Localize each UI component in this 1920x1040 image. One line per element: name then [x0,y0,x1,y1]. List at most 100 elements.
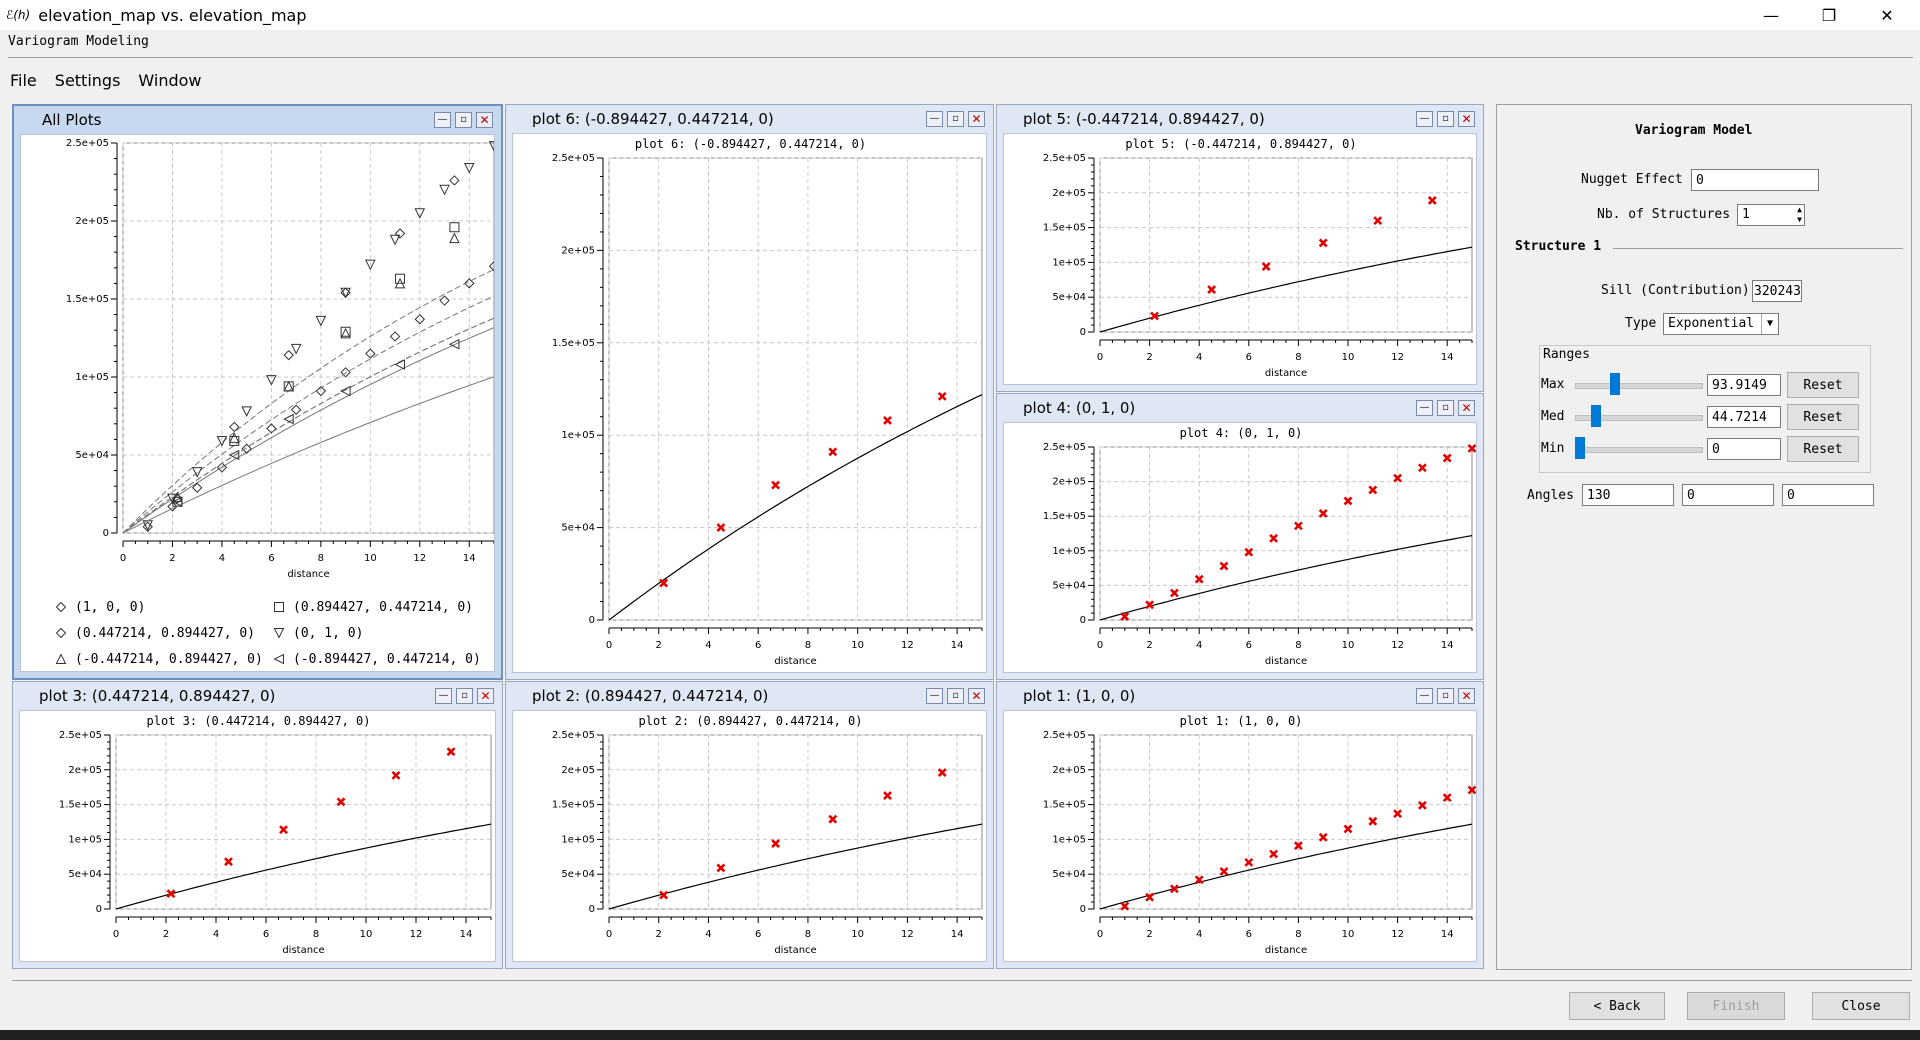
x-tick-label: 14 [951,929,964,940]
series-marker [266,423,277,434]
x-tick-label: 10 [851,929,864,940]
close-button[interactable]: Close [1812,992,1910,1020]
all-plots-window[interactable]: All Plots — ▫ ✕ 0 5e+04 1e+05 1.5e+05 2e+05 2… [12,104,503,680]
med-slider-track[interactable] [1575,415,1703,421]
subwindow-titlebar[interactable]: All Plots — ▫ ✕ [14,106,501,134]
min-slider-thumb[interactable] [1575,437,1585,459]
plot3-window[interactable]: plot 3: (0.447214, 0.894427, 0) — ▫ ✕ pl… [12,681,503,969]
finish-button[interactable]: Finish [1687,992,1785,1020]
y-tick-label: 1.5e+05 [1043,223,1086,234]
x-tick-label: 2 [656,929,662,940]
med-input[interactable] [1707,406,1781,428]
plot2-window[interactable]: plot 2: (0.894427, 0.447214, 0) — ▫ ✕ pl… [505,681,994,969]
restore-button[interactable]: ❐ [1800,0,1858,30]
max-slider-thumb[interactable] [1609,373,1620,395]
y-tick-label: 1e+05 [1052,834,1086,845]
x-tick-label: 10 [1342,352,1355,363]
close-icon[interactable]: ✕ [1458,400,1475,416]
angle1-input[interactable] [1582,484,1674,506]
series-marker [488,261,494,272]
minimize-icon[interactable]: — [1416,400,1433,416]
reset-min-button[interactable]: Reset [1787,436,1859,462]
structure-heading: Structure 1 [1515,239,1602,254]
subwindow-title: plot 2: (0.894427, 0.447214, 0) [532,687,769,705]
subwindow-title: plot 4: (0, 1, 0) [1023,399,1136,417]
minimize-icon[interactable]: — [926,688,943,704]
maximize-icon[interactable]: ▫ [1437,111,1454,127]
plot-inner-title: plot 6: (-0.894427, 0.447214, 0) [635,137,866,151]
max-slider-track[interactable] [1575,383,1703,389]
plot1-window[interactable]: plot 1: (1, 0, 0) — ▫ ✕ plot 1: (1, 0, 0… [996,681,1484,969]
series-model-curve [122,327,494,534]
x-tick-label: 14 [1441,640,1454,651]
plot5-window[interactable]: plot 5: (-0.447214, 0.894427, 0) — ▫ ✕ p… [996,104,1484,392]
menu-file[interactable]: File [10,71,37,90]
maximize-icon[interactable]: ▫ [456,688,473,704]
y-tick-label: 0 [96,904,102,915]
reset-med-button[interactable]: Reset [1787,404,1859,430]
menu-window[interactable]: Window [138,71,202,90]
close-icon[interactable]: ✕ [477,688,494,704]
maximize-icon[interactable]: ▫ [947,111,964,127]
type-select[interactable]: Exponential ▼ [1663,313,1779,335]
data-point [716,863,726,873]
close-icon[interactable]: ✕ [1458,111,1475,127]
data-point [1343,824,1353,834]
reset-max-button[interactable]: Reset [1787,372,1859,398]
minimize-icon[interactable]: — [1416,111,1433,127]
nugget-effect-input[interactable] [1691,169,1819,191]
min-input[interactable] [1707,438,1781,460]
subwindow-titlebar[interactable]: plot 5: (-0.447214, 0.894427, 0) — ▫ ✕ [997,105,1483,133]
x-tick-label: 8 [313,929,319,940]
close-icon[interactable]: ✕ [968,111,985,127]
minimize-icon[interactable]: — [434,112,451,128]
min-slider-track[interactable] [1575,447,1703,453]
maximize-icon[interactable]: ▫ [947,688,964,704]
maximize-icon[interactable]: ▫ [1437,400,1454,416]
minimize-icon[interactable]: — [435,688,452,704]
x-tick-label: 0 [606,640,612,651]
subwindow-titlebar[interactable]: plot 1: (1, 0, 0) — ▫ ✕ [997,682,1483,710]
series-model-curve [122,376,494,534]
plot-area: plot 3: (0.447214, 0.894427, 0) 0 5e+04 1e+… [19,710,496,962]
series-marker [191,482,203,493]
med-slider-thumb[interactable] [1591,405,1602,427]
subwindow-titlebar[interactable]: plot 4: (0, 1, 0) — ▫ ✕ [997,394,1483,422]
maximize-icon[interactable]: ▫ [455,112,472,128]
close-icon[interactable]: ✕ [968,688,985,704]
plot4-window[interactable]: plot 4: (0, 1, 0) — ▫ ✕ plot 4: (0, 1, 0… [996,393,1484,680]
series-marker [340,327,351,339]
x-tick-label: 10 [364,553,377,564]
subwindow-titlebar[interactable]: plot 6: (-0.894427, 0.447214, 0) — ▫ ✕ [506,105,993,133]
series-marker [290,404,302,415]
back-button[interactable]: < Back [1569,992,1665,1020]
minimize-button[interactable]: — [1742,0,1800,30]
angle3-input[interactable] [1782,484,1874,506]
close-window-button[interactable]: ✕ [1858,0,1916,30]
spin-arrows-icon[interactable]: ▲ ▼ [1797,205,1802,224]
x-tick-label: 6 [1246,640,1252,651]
max-input[interactable] [1707,374,1781,396]
data-point [1393,473,1403,483]
close-icon[interactable]: ✕ [1458,688,1475,704]
x-tick-label: 8 [1295,640,1301,651]
subwindow-titlebar[interactable]: plot 3: (0.447214, 0.894427, 0) — ▫ ✕ [13,682,502,710]
series-marker [414,314,426,325]
angle2-input[interactable] [1682,484,1774,506]
minimize-icon[interactable]: — [1416,688,1433,704]
plot-inner-title: plot 5: (-0.447214, 0.894427, 0) [1125,137,1356,151]
nb-structures-spinbox[interactable]: 1 ▲ ▼ [1737,204,1805,226]
subwindow-titlebar[interactable]: plot 2: (0.894427, 0.447214, 0) — ▫ ✕ [506,682,993,710]
data-point [1343,496,1353,506]
plot6-window[interactable]: plot 6: (-0.894427, 0.447214, 0) — ▫ ✕ p… [505,104,994,680]
menu-settings[interactable]: Settings [54,71,121,90]
series-marker [241,443,252,454]
sill-input[interactable] [1752,280,1802,302]
model-curve [1099,246,1473,333]
x-tick-label: 6 [268,553,274,564]
minimize-icon[interactable]: — [926,111,943,127]
nugget-effect-label: Nugget Effect [1581,172,1683,187]
maximize-icon[interactable]: ▫ [1437,688,1454,704]
close-icon[interactable]: ✕ [476,112,493,128]
chevron-down-icon[interactable]: ▼ [1761,314,1778,334]
